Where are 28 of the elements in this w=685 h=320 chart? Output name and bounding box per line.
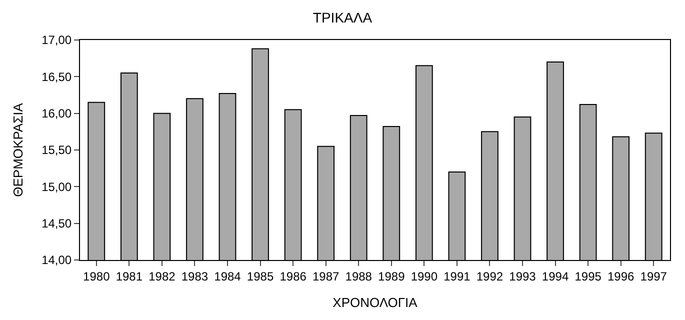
x-tick-label: 1992 bbox=[476, 269, 504, 284]
y-axis-title: ΘΕΡΜΟΚΡΑΣΙΑ bbox=[10, 102, 26, 197]
y-tick-label: 17,00 bbox=[42, 33, 72, 48]
y-tick-label: 16,50 bbox=[42, 70, 72, 84]
x-tick-label: 1983 bbox=[181, 269, 208, 284]
x-tick-label: 1995 bbox=[574, 269, 602, 284]
x-tick-label: 1990 bbox=[410, 269, 438, 284]
x-tick-label: 1987 bbox=[312, 269, 340, 284]
x-tick-label: 1982 bbox=[148, 269, 176, 284]
x-tick-label: 1981 bbox=[116, 269, 143, 284]
x-tick-label: 1994 bbox=[542, 269, 569, 284]
x-tick-label: 1986 bbox=[280, 269, 307, 284]
x-tick-label: 1993 bbox=[509, 269, 536, 284]
x-tick-label: 1997 bbox=[640, 269, 668, 284]
x-tick-label: 1988 bbox=[345, 269, 372, 284]
x-tick-label: 1989 bbox=[378, 269, 406, 284]
chart-title: ΤΡΙΚΑΛΑ bbox=[312, 10, 373, 26]
x-tick-label: 1980 bbox=[83, 269, 110, 284]
x-tick-label: 1991 bbox=[444, 269, 471, 284]
y-tick-label: 15,00 bbox=[42, 180, 72, 194]
y-tick-label: 14,50 bbox=[42, 216, 72, 231]
y-tick-label: 16,00 bbox=[42, 106, 72, 121]
x-tick-label: 1984 bbox=[214, 269, 242, 284]
x-axis-title: ΧΡΟΝΟΛΟΓΙΑ bbox=[332, 295, 418, 310]
x-tick-label: 1985 bbox=[246, 269, 274, 284]
x-tick-label: 1996 bbox=[607, 269, 634, 284]
y-tick-label: 15,50 bbox=[42, 143, 72, 158]
y-tick-label: 14,00 bbox=[42, 253, 72, 268]
